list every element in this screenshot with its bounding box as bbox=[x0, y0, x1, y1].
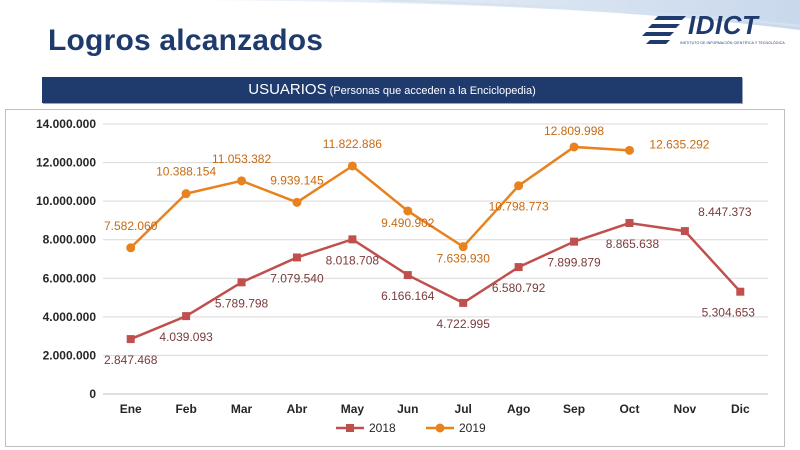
y-tick-label: 4.000.000 bbox=[43, 310, 97, 324]
data-label-2019: 7.639.930 bbox=[437, 252, 491, 266]
legend-marker-2019 bbox=[435, 423, 445, 433]
data-point-2018 bbox=[403, 271, 412, 280]
data-point-2018 bbox=[625, 219, 634, 228]
y-tick-label: 2.000.000 bbox=[43, 348, 97, 362]
banner-subtitle: (Personas que acceden a la Enciclopedia) bbox=[326, 85, 536, 97]
x-tick-label: Nov bbox=[674, 402, 697, 416]
x-tick-label: Ago bbox=[507, 402, 530, 416]
data-label-2018: 6.580.792 bbox=[492, 281, 546, 295]
y-tick-label: 14.000.000 bbox=[36, 117, 96, 131]
x-tick-label: Oct bbox=[619, 402, 639, 416]
section-banner: USUARIOS (Personas que acceden a la Enci… bbox=[42, 77, 742, 103]
data-label-2019: 10.388.154 bbox=[156, 165, 216, 179]
data-label-2018: 8.018.708 bbox=[326, 253, 380, 267]
page-title: Logros alcanzados bbox=[48, 24, 324, 57]
y-tick-label: 12.000.000 bbox=[36, 156, 96, 170]
data-point-2018 bbox=[292, 253, 301, 262]
line-chart: 0 2.000.000 4.000.000 6.000.000 8.000.000 10.… bbox=[36, 117, 768, 435]
data-label-2018: 5.304.653 bbox=[702, 306, 756, 320]
data-point-2018 bbox=[459, 298, 468, 307]
x-tick-label: May bbox=[341, 402, 365, 416]
data-label-2018: 7.899.879 bbox=[547, 256, 601, 270]
logo-subtitle: INSTITUTO DE INFORMACIÓN CIENTÍFICA Y TE… bbox=[680, 41, 785, 45]
data-point-2018 bbox=[514, 263, 523, 272]
banner-title: USUARIOS bbox=[248, 81, 327, 98]
data-point-2018 bbox=[348, 235, 357, 244]
data-label-2018: 5.789.798 bbox=[215, 296, 269, 310]
x-tick-label: Ene bbox=[120, 402, 142, 416]
data-label-2018: 2.847.468 bbox=[104, 353, 158, 367]
data-point-2019 bbox=[569, 142, 579, 152]
data-label-2019: 11.053.382 bbox=[212, 152, 271, 166]
data-point-2019 bbox=[237, 176, 247, 186]
data-point-2019 bbox=[458, 242, 468, 252]
x-tick-label: Jun bbox=[397, 402, 418, 416]
series-line-2019 bbox=[129, 145, 630, 249]
data-label-2019: 11.822.886 bbox=[323, 137, 382, 151]
data-point-2019 bbox=[514, 181, 524, 191]
x-tick-label: Sep bbox=[563, 402, 585, 416]
data-point-2019 bbox=[403, 206, 413, 216]
header-decoration bbox=[0, 0, 800, 30]
data-point-2019 bbox=[181, 189, 191, 199]
data-point-2018 bbox=[182, 312, 191, 321]
data-label-2019: 9.490.902 bbox=[381, 216, 435, 230]
data-label-2019: 7.582.060 bbox=[104, 219, 158, 233]
data-label-2019: 12.635.292 bbox=[649, 137, 709, 151]
data-label-2018: 7.079.540 bbox=[270, 271, 324, 285]
data-label-2018: 8.447.373 bbox=[698, 205, 752, 219]
data-label-2018: 8.865.638 bbox=[606, 237, 660, 251]
x-tick-label: Abr bbox=[287, 402, 308, 416]
series-line-2018 bbox=[130, 221, 742, 341]
data-label-2018: 4.039.093 bbox=[159, 330, 213, 344]
data-point-2019 bbox=[126, 243, 136, 253]
legend-label-2018: 2018 bbox=[369, 421, 396, 435]
data-point-2019 bbox=[347, 161, 357, 171]
data-point-2018 bbox=[736, 287, 745, 296]
legend-label-2019: 2019 bbox=[459, 421, 486, 435]
data-point-2018 bbox=[237, 278, 246, 287]
y-tick-label: 6.000.000 bbox=[43, 271, 97, 285]
data-label-2019: 10.798.773 bbox=[489, 200, 549, 214]
data-point-2019 bbox=[624, 145, 634, 155]
y-tick-label: 10.000.000 bbox=[36, 194, 96, 208]
data-point-2019 bbox=[292, 197, 302, 207]
x-tick-label: Feb bbox=[175, 402, 196, 416]
data-point-2018 bbox=[126, 335, 135, 344]
idict-logo bbox=[642, 16, 686, 44]
logo-text: IDICT bbox=[688, 10, 759, 40]
data-label-2018: 6.166.164 bbox=[381, 289, 435, 303]
legend-marker-2018 bbox=[346, 424, 354, 432]
data-label-2019: 9.939.145 bbox=[270, 173, 324, 187]
y-tick-label: 0 bbox=[89, 387, 96, 401]
data-point-2018 bbox=[680, 227, 689, 236]
data-point-2018 bbox=[570, 237, 579, 246]
data-label-2018: 4.722.995 bbox=[437, 317, 491, 331]
x-tick-label: Mar bbox=[231, 402, 253, 416]
x-tick-label: Dic bbox=[731, 402, 750, 416]
data-label-2019: 12.809.998 bbox=[544, 124, 604, 138]
x-tick-label: Jul bbox=[455, 402, 472, 416]
chart-frame: 0 2.000.000 4.000.000 6.000.000 8.000.000 10.… bbox=[5, 109, 785, 447]
y-tick-label: 8.000.000 bbox=[43, 233, 97, 247]
